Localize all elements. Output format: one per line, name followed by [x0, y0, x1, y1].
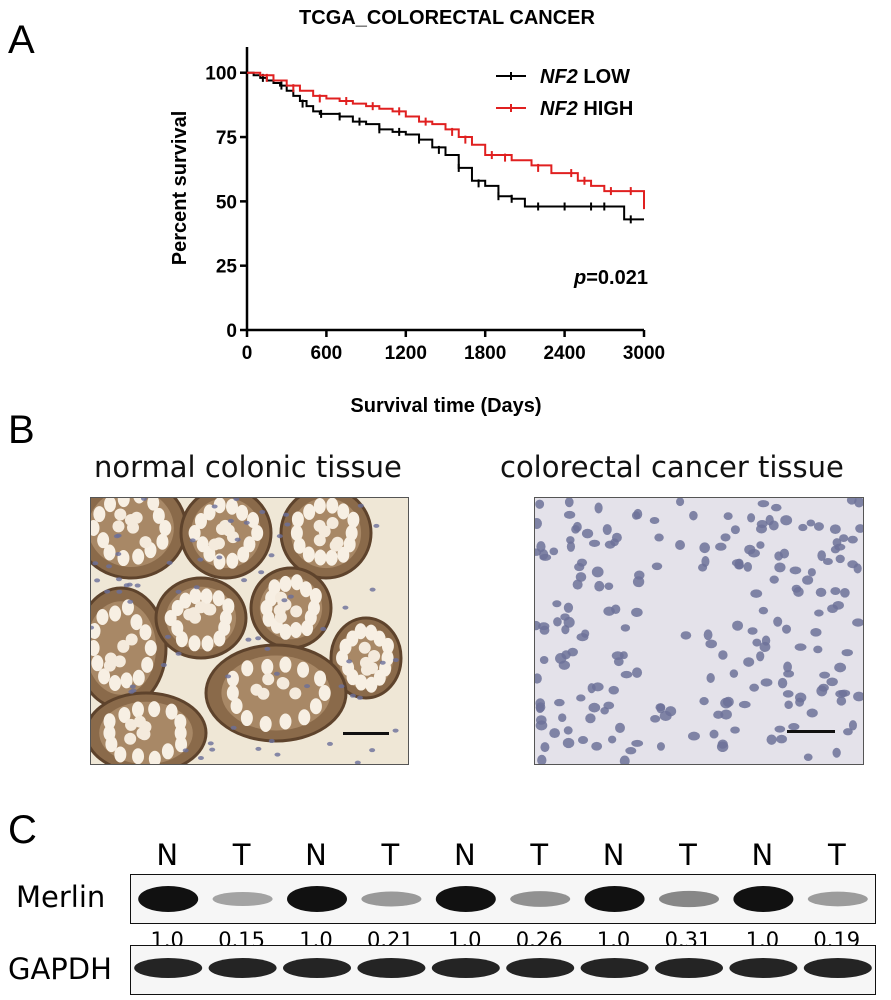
p-value-annotation: p=0.021	[573, 267, 648, 289]
series-line-nf2-low	[247, 71, 644, 221]
panel-label-a: A	[8, 18, 35, 62]
merlin-band	[212, 891, 273, 907]
scale-bar	[343, 732, 389, 735]
merlin-band	[287, 886, 347, 912]
lane-label: N	[453, 838, 476, 872]
gapdh-band	[729, 958, 798, 978]
chart-series-layer	[247, 71, 645, 224]
cancer-tissue-illustration	[535, 498, 863, 764]
y-tick-label: 100	[205, 64, 237, 85]
lane-label: N	[751, 838, 774, 872]
x-tick-label: 1800	[464, 343, 506, 364]
lane-label: T	[679, 838, 697, 872]
lane-label: T	[232, 838, 251, 872]
scale-bar	[787, 730, 835, 733]
merlin-blot	[130, 874, 876, 924]
merlin-band	[733, 886, 794, 912]
gapdh-bands	[134, 958, 872, 978]
legend-label: NF2 HIGH	[540, 98, 633, 120]
gapdh-label: GAPDH	[8, 952, 112, 986]
lane-label: T	[381, 838, 400, 872]
y-axis-label: Percent survival	[169, 111, 191, 266]
x-axis-label: Survival time (Days)	[350, 395, 541, 417]
cancer-tissue-image	[534, 497, 864, 765]
gapdh-band	[208, 958, 277, 978]
merlin-bands	[138, 886, 868, 912]
gapdh-band	[803, 958, 872, 978]
gapdh-band	[506, 958, 575, 978]
lane-label: N	[305, 838, 327, 872]
y-tick-label: 25	[216, 257, 238, 278]
merlin-band	[361, 891, 422, 907]
y-tick-label: 0	[226, 321, 237, 342]
normal-tissue-illustration	[91, 498, 408, 764]
x-tick-label: 3000	[623, 343, 665, 364]
merlin-band	[807, 891, 868, 907]
merlin-band	[138, 886, 199, 912]
panel-label-b: B	[8, 408, 35, 452]
merlin-band	[584, 886, 645, 912]
gapdh-band	[580, 958, 649, 978]
lane-label: N	[156, 838, 179, 872]
gapdh-band	[357, 958, 426, 978]
lane-label: N	[602, 838, 625, 872]
x-tick-label: 1200	[385, 343, 427, 364]
lane-label: T	[530, 838, 549, 872]
normal-tissue-title: normal colonic tissue	[94, 450, 402, 484]
y-tick-label: 50	[216, 192, 237, 213]
lane-label: T	[827, 838, 846, 872]
gapdh-band	[134, 958, 203, 978]
gapdh-blot	[130, 945, 876, 995]
cancer-tissue-title: colorectal cancer tissue	[500, 450, 844, 484]
gapdh-band	[655, 958, 723, 978]
legend-label: NF2 LOW	[540, 66, 630, 88]
merlin-band	[659, 890, 719, 908]
y-tick-label: 75	[216, 128, 238, 149]
series-line-nf2-high	[247, 71, 645, 210]
gapdh-band	[431, 958, 500, 978]
merlin-band	[510, 891, 571, 907]
panel-label-c: C	[8, 808, 37, 852]
chart-title: TCGA_COLORECTAL CANCER	[299, 7, 595, 29]
chart-legend: NF2 LOW NF2 HIGH	[496, 66, 633, 120]
x-tick-label: 0	[242, 343, 253, 364]
merlin-label: Merlin	[16, 880, 106, 914]
gapdh-band	[283, 958, 351, 978]
x-tick-label: 600	[311, 343, 343, 364]
merlin-band	[435, 886, 496, 912]
x-tick-label: 2400	[543, 343, 585, 364]
normal-tissue-image	[90, 497, 409, 765]
chart-axes: 0 25 50 75 100 0 600 1200 1800 2400 3000	[205, 47, 665, 364]
survival-chart: TCGA_COLORECTAL CANCER 0 25 50 75 100 0 600 120…	[169, 7, 665, 417]
